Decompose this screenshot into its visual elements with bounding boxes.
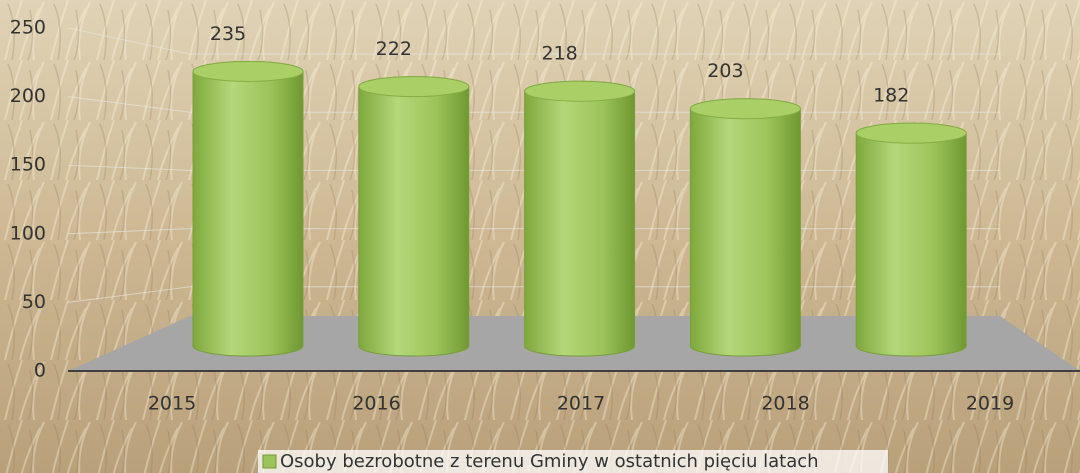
- bar: [856, 123, 966, 356]
- value-label: 218: [541, 43, 577, 65]
- y-tick-label: 100: [10, 222, 46, 244]
- y-tick-label: 250: [10, 17, 46, 39]
- y-tick-label: 200: [10, 85, 46, 107]
- bar: [690, 99, 800, 356]
- value-label: 222: [376, 38, 412, 60]
- value-label: 203: [707, 60, 743, 82]
- legend-label: Osoby bezrobotne z terenu Gminy w ostatn…: [280, 451, 819, 472]
- bar: [525, 81, 635, 356]
- bar-top: [856, 123, 966, 143]
- bar-top: [359, 77, 469, 97]
- y-tick-label: 0: [34, 360, 46, 382]
- bar: [193, 61, 303, 356]
- x-tick-label: 2017: [557, 393, 605, 415]
- value-label: 182: [873, 85, 909, 107]
- y-tick-label: 50: [22, 291, 46, 313]
- chart: 0 50 100 150 200 250 235 2015 222 2016 218 2017 203 2…: [0, 0, 1080, 473]
- x-tick-label: 2015: [148, 393, 196, 415]
- bar-top: [690, 99, 800, 119]
- x-tick-label: 2016: [352, 393, 400, 415]
- value-label: 235: [210, 23, 246, 45]
- bar-top: [193, 61, 303, 81]
- legend-marker: [263, 455, 276, 468]
- x-tick-label: 2018: [761, 393, 809, 415]
- y-tick-label: 150: [10, 154, 46, 176]
- bar: [359, 77, 469, 356]
- x-tick-label: 2019: [966, 393, 1014, 415]
- bar-top: [525, 81, 635, 101]
